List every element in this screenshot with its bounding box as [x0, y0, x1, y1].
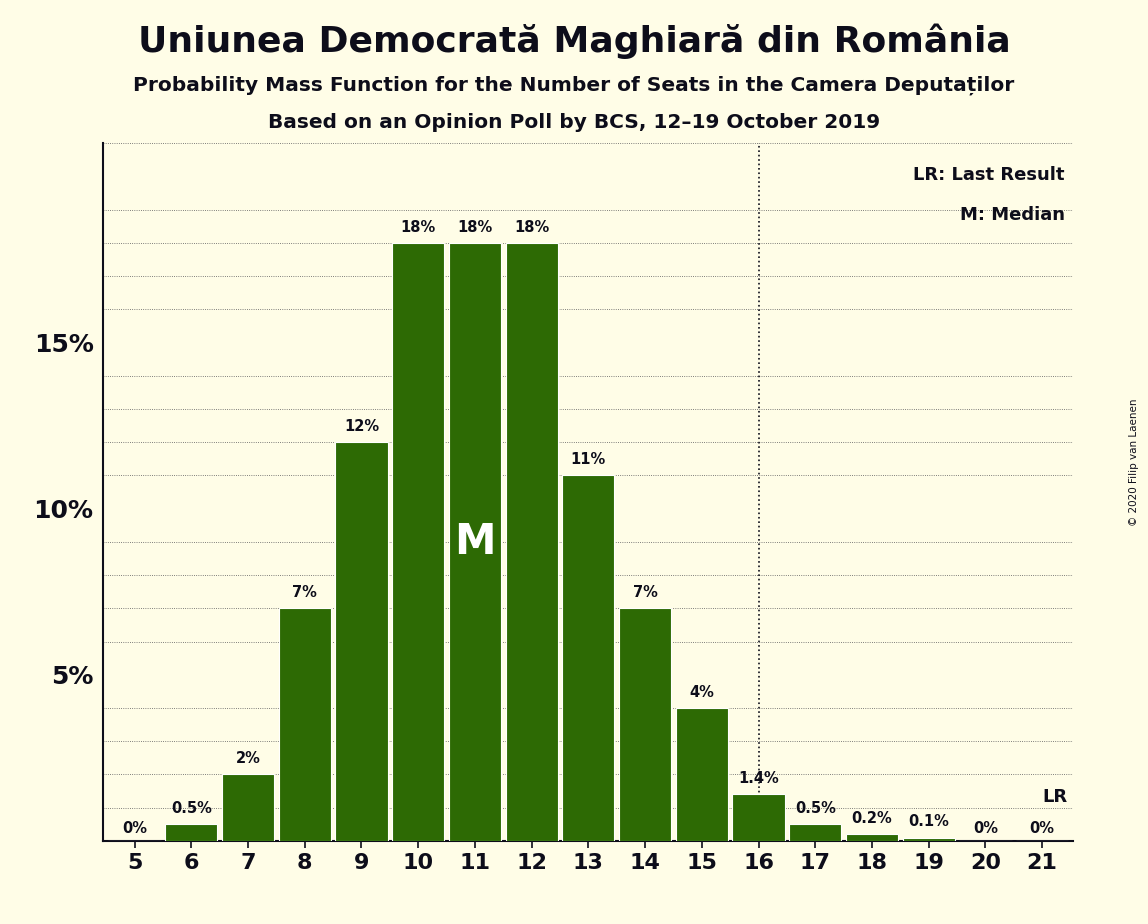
Text: 0.1%: 0.1% [908, 814, 949, 829]
Bar [165, 824, 217, 841]
Text: 18%: 18% [514, 220, 549, 235]
Text: LR: LR [1042, 788, 1068, 806]
Bar [222, 774, 274, 841]
Bar [335, 443, 388, 841]
Text: M: M [455, 521, 496, 563]
Bar [676, 708, 728, 841]
Bar [449, 243, 501, 841]
Text: 0.5%: 0.5% [171, 801, 211, 816]
Text: Probability Mass Function for the Number of Seats in the Camera Deputaților: Probability Mass Function for the Number… [133, 76, 1015, 95]
Text: 2%: 2% [235, 751, 261, 766]
Bar [789, 824, 841, 841]
Text: 0.2%: 0.2% [852, 811, 892, 826]
Text: 7%: 7% [633, 585, 658, 600]
Text: 11%: 11% [571, 452, 606, 468]
Bar [902, 837, 955, 841]
Bar [732, 795, 784, 841]
Text: 7%: 7% [293, 585, 317, 600]
Text: 0%: 0% [1030, 821, 1055, 836]
Text: © 2020 Filip van Laenen: © 2020 Filip van Laenen [1130, 398, 1139, 526]
Text: 1.4%: 1.4% [738, 771, 778, 786]
Text: 18%: 18% [401, 220, 436, 235]
Text: 12%: 12% [344, 419, 379, 434]
Text: 0%: 0% [974, 821, 998, 836]
Text: 0%: 0% [122, 821, 147, 836]
Bar [846, 834, 898, 841]
Bar [563, 476, 614, 841]
Text: M: Median: M: Median [960, 206, 1065, 225]
Text: 0.5%: 0.5% [794, 801, 836, 816]
Text: 4%: 4% [689, 685, 714, 699]
Text: Uniunea Democrată Maghiară din România: Uniunea Democrată Maghiară din România [138, 23, 1010, 58]
Text: Based on an Opinion Poll by BCS, 12–19 October 2019: Based on an Opinion Poll by BCS, 12–19 O… [267, 113, 881, 132]
Bar [393, 243, 444, 841]
Text: 18%: 18% [457, 220, 492, 235]
Text: LR: Last Result: LR: Last Result [914, 166, 1065, 185]
Bar [279, 608, 331, 841]
Bar [505, 243, 558, 841]
Bar [619, 608, 672, 841]
